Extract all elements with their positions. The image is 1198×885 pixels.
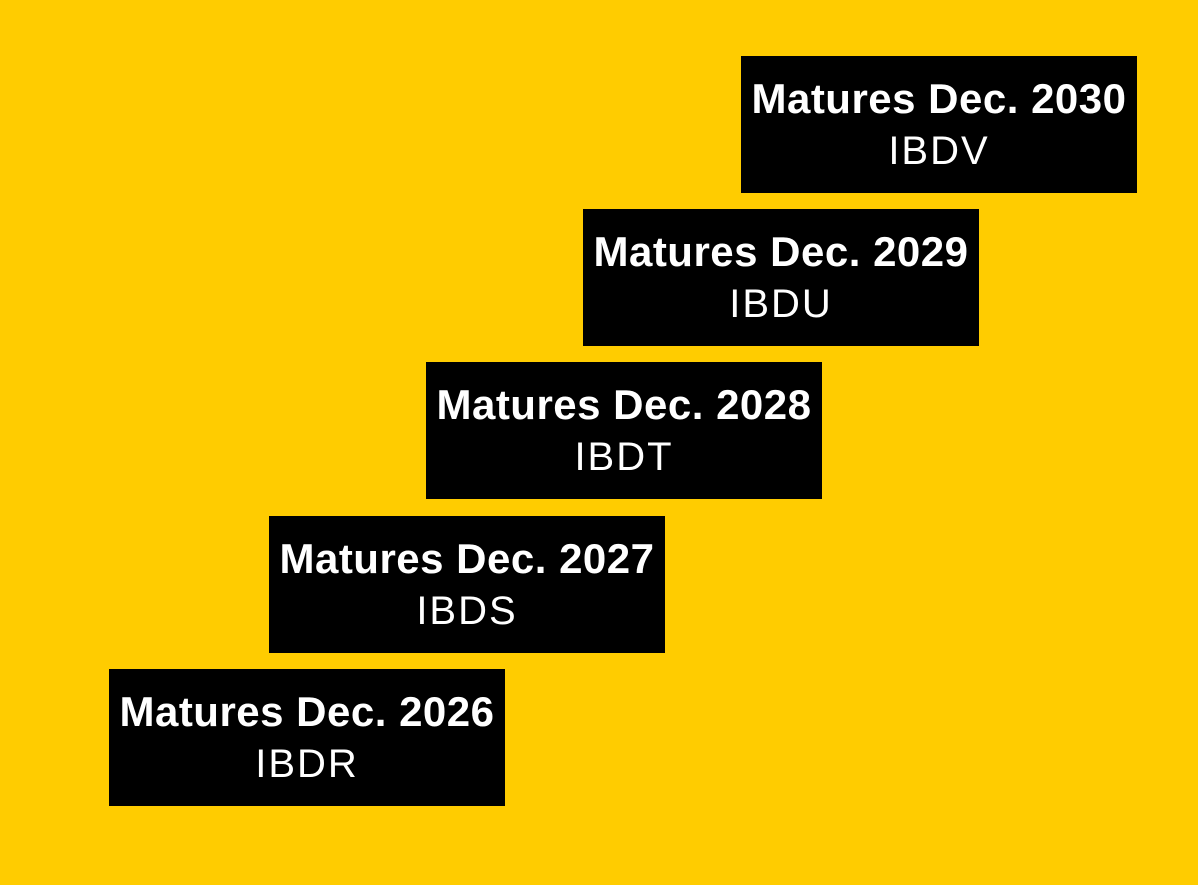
etf-ticker-label: IBDU [729,281,833,326]
maturity-date-label: Matures Dec. 2026 [119,688,495,736]
etf-ticker-label: IBDR [255,741,359,786]
maturity-box-2026: Matures Dec. 2026 IBDR [109,669,505,806]
etf-ticker-label: IBDT [574,434,674,479]
etf-ticker-label: IBDS [416,588,518,633]
maturity-box-2030: Matures Dec. 2030 IBDV [741,56,1137,193]
maturity-box-2028: Matures Dec. 2028 IBDT [426,362,822,499]
maturity-box-2029: Matures Dec. 2029 IBDU [583,209,979,346]
maturity-box-2027: Matures Dec. 2027 IBDS [269,516,665,653]
etf-ticker-label: IBDV [888,128,990,173]
maturity-date-label: Matures Dec. 2030 [751,75,1127,123]
maturity-date-label: Matures Dec. 2027 [279,535,655,583]
maturity-date-label: Matures Dec. 2029 [593,228,969,276]
maturity-date-label: Matures Dec. 2028 [436,381,812,429]
